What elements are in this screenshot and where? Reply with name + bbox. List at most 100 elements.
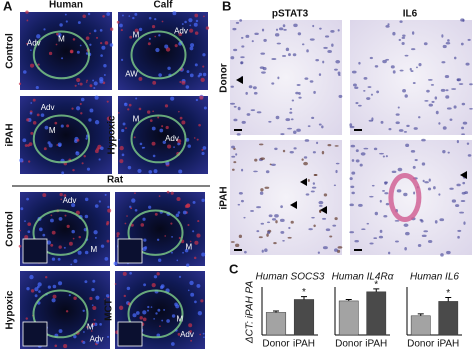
cell-dot <box>100 146 104 150</box>
nucleus <box>460 199 466 203</box>
nucleus <box>396 189 402 193</box>
nucleus <box>403 223 409 227</box>
nucleus <box>366 97 371 100</box>
cell-dot <box>72 38 76 41</box>
nucleus <box>253 91 258 95</box>
nucleus <box>325 228 331 232</box>
nucleus <box>395 121 400 125</box>
cell-dot <box>122 14 124 17</box>
cell-dot <box>200 77 205 82</box>
nucleus <box>402 34 406 37</box>
cell-dot <box>46 240 52 245</box>
cell-dot <box>193 256 197 260</box>
nucleus <box>252 86 257 90</box>
cell-dot <box>177 139 182 144</box>
nucleus <box>442 44 447 49</box>
cell-dot <box>201 148 204 151</box>
cell-dot <box>134 28 139 33</box>
nucleus <box>268 120 272 123</box>
cell-dot <box>171 251 173 254</box>
significance: * <box>302 287 306 298</box>
cell-dot <box>199 95 204 100</box>
nucleus <box>371 184 375 187</box>
nucleus <box>382 155 385 158</box>
cell-dot <box>100 244 105 248</box>
nucleus <box>427 78 433 81</box>
cell-dot <box>73 334 77 339</box>
cell-dot <box>55 43 58 46</box>
nucleus <box>402 89 407 93</box>
cell-dot <box>163 308 166 311</box>
cell-dot <box>194 31 199 35</box>
cell-dot <box>50 214 53 217</box>
row-label: Control <box>5 211 16 247</box>
nucleus <box>235 153 238 156</box>
cell-dot <box>89 84 93 88</box>
cell-dot <box>76 138 80 142</box>
cell-dot <box>117 111 120 114</box>
nucleus <box>351 70 357 74</box>
nucleus <box>453 105 457 109</box>
nucleus <box>301 43 305 46</box>
cell-dot <box>189 24 192 27</box>
nucleus <box>282 149 286 153</box>
cell-dot <box>166 190 170 194</box>
nucleus <box>279 218 285 222</box>
nucleus <box>233 147 236 150</box>
nucleus <box>397 167 403 172</box>
bar <box>410 315 431 336</box>
vessel-wall <box>130 114 187 164</box>
nucleus <box>447 151 450 154</box>
nucleus <box>435 110 439 115</box>
cell-dot <box>138 76 143 81</box>
nucleus <box>266 233 269 237</box>
cell-dot <box>134 12 138 16</box>
nucleus <box>374 65 379 68</box>
nucleus <box>335 59 341 64</box>
nucleus <box>413 191 416 195</box>
cell-dot <box>105 294 110 298</box>
nucleus <box>420 219 424 223</box>
cell-dot <box>178 169 183 174</box>
cell-dot <box>51 298 56 303</box>
cell-dot <box>84 214 89 219</box>
nucleus <box>406 124 410 128</box>
nucleus <box>415 66 418 69</box>
nucleus <box>330 30 335 33</box>
cell-dot <box>84 197 89 202</box>
nucleus <box>399 69 404 72</box>
cell-dot <box>99 29 103 32</box>
nucleus <box>282 55 287 57</box>
cell-dot <box>91 324 94 328</box>
cell-dot <box>26 42 29 45</box>
nucleus <box>307 179 310 182</box>
nucleus <box>259 66 265 69</box>
cell-dot <box>77 83 80 85</box>
nucleus <box>289 111 293 114</box>
cell-dot <box>158 34 161 37</box>
nucleus <box>313 90 316 94</box>
cell-dot <box>150 306 153 308</box>
nucleus <box>399 20 403 23</box>
cell-dot <box>57 257 61 261</box>
nucleus <box>467 38 471 41</box>
row-label: iPAH <box>219 186 230 209</box>
cell-dot <box>34 287 39 292</box>
cell-dot <box>94 95 99 100</box>
cell-dot <box>189 46 194 51</box>
nucleus <box>371 117 374 121</box>
nucleus <box>461 102 466 106</box>
nucleus <box>455 204 460 207</box>
nucleus <box>421 234 427 238</box>
cell-dot <box>167 66 171 71</box>
nucleus <box>350 185 355 189</box>
cell-dot <box>156 272 160 276</box>
cell-dot <box>137 168 142 174</box>
cell-dot <box>179 116 183 120</box>
cell-dot <box>187 289 190 292</box>
nucleus <box>239 19 243 22</box>
cell-dot <box>66 124 70 128</box>
nucleus <box>309 80 314 83</box>
nucleus <box>259 191 264 195</box>
cell-dot <box>94 204 99 208</box>
